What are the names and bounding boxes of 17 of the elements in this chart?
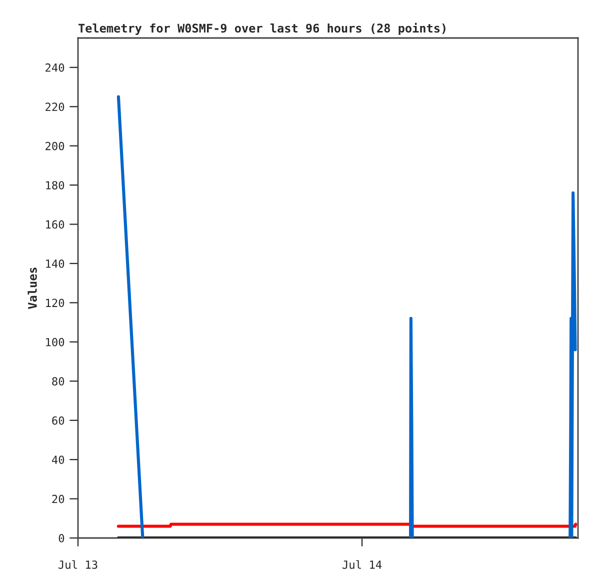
y-tick-label: 180 [46, 181, 64, 190]
y-tick-label: 160 [46, 220, 64, 229]
y-tick-label: 0 [58, 534, 64, 542]
x-tick-label: Jul 13 [58, 560, 98, 569]
y-tick-label: 200 [46, 142, 64, 150]
y-tick-label: 80 [52, 377, 64, 386]
y-tick-label: 20 [52, 494, 64, 504]
y-tick-label: 120 [46, 298, 64, 308]
chart-title: Telemetry for W0SMF-9 over last 96 hours (28 points) [78, 22, 446, 35]
y-tick-label: 140 [46, 259, 64, 268]
y-tick-label: 100 [46, 338, 64, 346]
x-tick-label: Jul 14 [342, 560, 382, 569]
y-tick-label: 40 [52, 456, 64, 464]
y-tick-label: 240 [46, 63, 64, 72]
y-axis-title: Values [28, 268, 37, 309]
y-tick-label: 60 [52, 416, 64, 425]
y-tick-label: 220 [46, 102, 64, 112]
